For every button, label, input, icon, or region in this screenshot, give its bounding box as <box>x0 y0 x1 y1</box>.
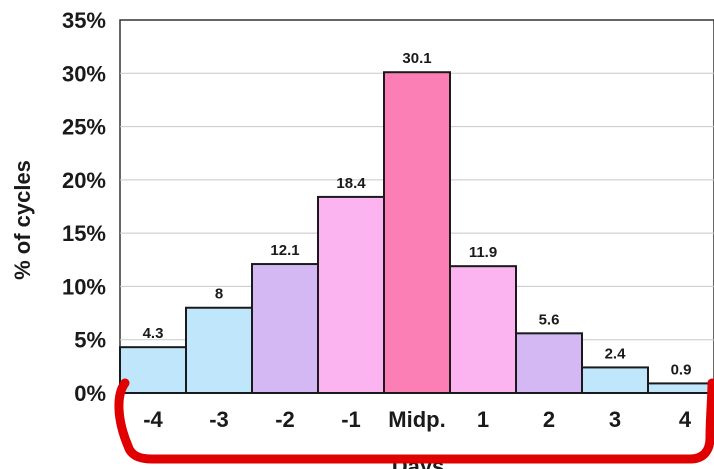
data-label-1: 8 <box>215 286 223 303</box>
y-tick-label: 0% <box>74 381 106 406</box>
x-tick-label-6: 2 <box>543 407 555 432</box>
data-label-4: 30.1 <box>402 50 431 67</box>
data-label-8: 0.9 <box>671 361 692 378</box>
x-tick-label-4: Midp. <box>388 407 445 432</box>
x-tick-label-3: -1 <box>341 407 361 432</box>
bar-4 <box>383 71 451 394</box>
x-tick-label-7: 3 <box>609 407 621 432</box>
y-tick-label: 5% <box>74 328 106 353</box>
data-label-6: 5.6 <box>539 311 560 328</box>
x-tick-labels: -4 -3 -2 -1 Midp. 1 2 3 4 <box>143 407 692 432</box>
x-tick-label-1: -3 <box>209 407 229 432</box>
y-tick-label: 10% <box>62 274 106 299</box>
y-tick-label: 20% <box>62 168 106 193</box>
data-label-5: 11.9 <box>469 244 497 261</box>
bar-6 <box>515 332 583 395</box>
y-tick-label: 25% <box>62 115 106 140</box>
data-label-3: 18.4 <box>336 175 366 192</box>
x-tick-label-5: 1 <box>477 407 489 432</box>
data-label-0: 4.3 <box>143 325 164 342</box>
y-tick-labels: 0% 5% 10% 15% 20% 25% 30% 35% <box>62 8 106 406</box>
bar-8 <box>647 382 714 394</box>
bar-5 <box>449 265 517 394</box>
data-labels: 4.3 8 12.1 18.4 30.1 11.9 5.6 2.4 0.9 <box>143 50 692 378</box>
x-tick-label-8: 4 <box>679 407 692 432</box>
y-tick-label: 15% <box>62 221 106 246</box>
red-bracket-annotation <box>114 378 714 464</box>
bar-1 <box>185 306 253 394</box>
y-tick-label: 30% <box>62 61 106 86</box>
bars-group <box>119 71 714 395</box>
bar-7 <box>581 366 649 394</box>
y-axis-title: % of cycles <box>10 160 35 280</box>
data-label-2: 12.1 <box>270 242 299 259</box>
x-tick-label-2: -2 <box>275 407 295 432</box>
data-label-7: 2.4 <box>605 345 627 362</box>
x-tick-label-0: -4 <box>143 407 163 432</box>
bar-3 <box>317 195 385 394</box>
y-tick-label: 35% <box>62 8 106 33</box>
bar-0 <box>119 346 187 394</box>
bar-2 <box>251 263 319 395</box>
